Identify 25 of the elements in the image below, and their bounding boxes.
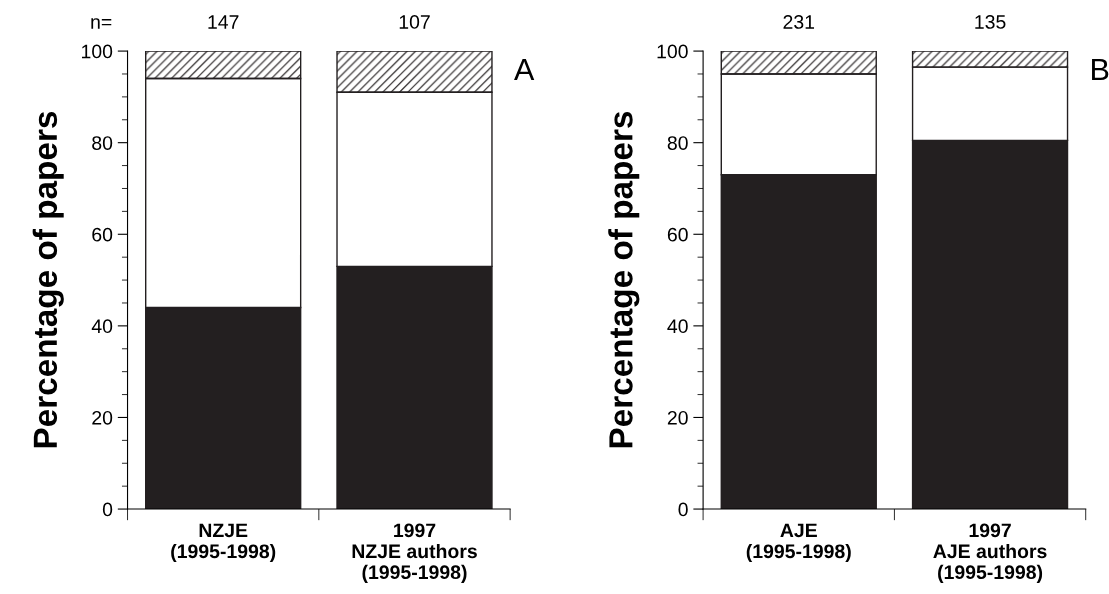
y-tick-label: 0 bbox=[678, 502, 688, 517]
text: n= bbox=[91, 18, 112, 29]
text: 147 bbox=[208, 15, 239, 29]
y-tick-label: 100 bbox=[82, 44, 113, 59]
chart-title: B bbox=[1092, 59, 1109, 81]
x-tick-label: AJE (1995-1998) bbox=[746, 523, 851, 563]
y-tick-label: 40 bbox=[91, 319, 113, 334]
y-tick-label: 40 bbox=[667, 319, 688, 334]
chart-title: A bbox=[514, 59, 535, 81]
y-tick-label: 80 bbox=[92, 136, 113, 150]
y-tick-label: 0 bbox=[102, 502, 113, 517]
x-tick-label: 1997 AJE authors (1995-1998) bbox=[933, 523, 1047, 583]
y-tick-label: 60 bbox=[667, 227, 688, 242]
y-tick-label: 80 bbox=[667, 136, 688, 150]
y-tick-label: 20 bbox=[667, 410, 688, 425]
x-tick-label: 1997 NZJE authors (1995-1998) bbox=[352, 523, 477, 583]
text: 107 bbox=[399, 15, 430, 29]
text: 135 bbox=[975, 15, 1006, 29]
y-tick-label: 100 bbox=[657, 44, 688, 59]
x-tick-label: NZJE (1995-1998) bbox=[171, 523, 276, 563]
text: 231 bbox=[783, 15, 815, 29]
y-tick-label: 60 bbox=[92, 227, 113, 242]
y-axis-title: Percentage of papers bbox=[32, 111, 64, 448]
y-tick-label: 20 bbox=[92, 410, 113, 425]
y-axis-title: Percentage of papers bbox=[608, 111, 640, 448]
